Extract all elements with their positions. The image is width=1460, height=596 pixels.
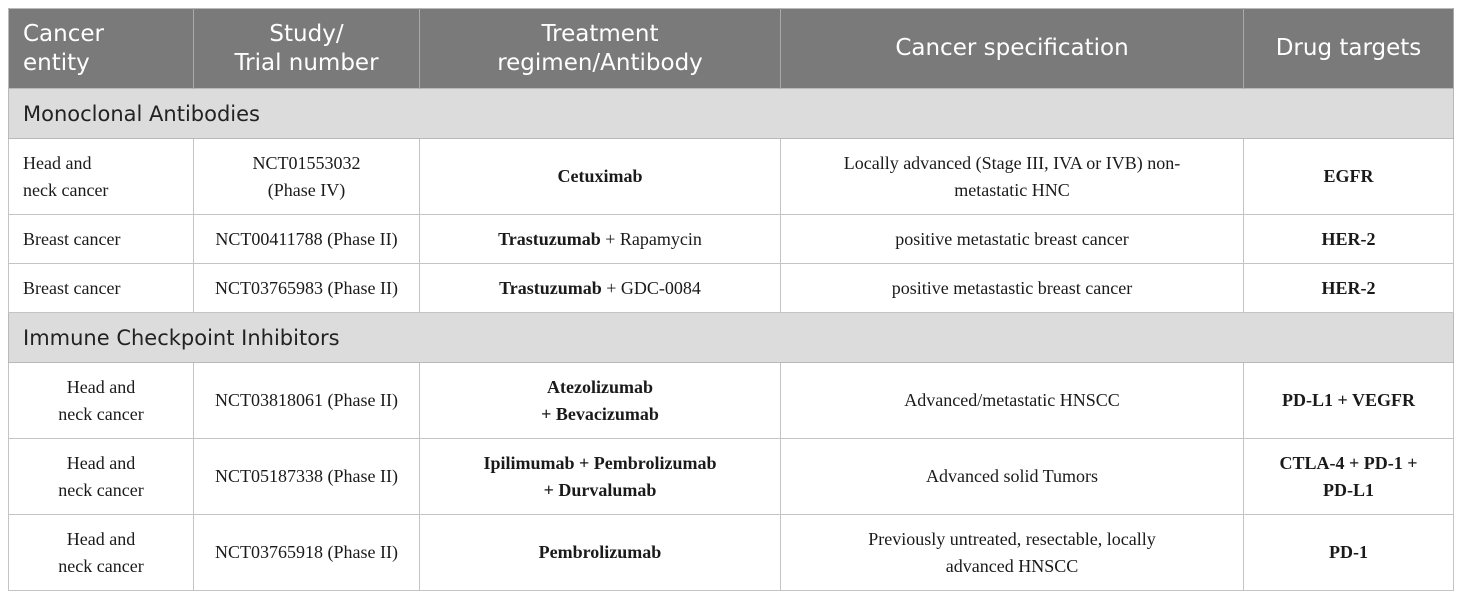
cancer-entity-cell: Head and neck cancer [8, 514, 194, 591]
header-treatment-regimen: Treatment regimen/Antibody [419, 8, 781, 89]
section-title: Immune Checkpoint Inhibitors [8, 312, 1454, 363]
table-row: Head and neck cancer NCT05187338 (Phase … [8, 438, 1454, 515]
study-cell: NCT03765918 (Phase II) [193, 514, 420, 591]
section-title: Monoclonal Antibodies [8, 88, 1454, 139]
study-cell: NCT03765983 (Phase II) [193, 263, 420, 313]
cancer-entity-cell: Breast cancer [8, 214, 194, 264]
study-cell: NCT05187338 (Phase II) [193, 438, 420, 515]
cancer-entity-cell: Head and neck cancer [8, 362, 194, 439]
section-row-immune-checkpoint-inhibitors: Immune Checkpoint Inhibitors [8, 312, 1454, 363]
specification-cell: Locally advanced (Stage III, IVA or IVB)… [780, 138, 1244, 215]
study-cell: NCT00411788 (Phase II) [193, 214, 420, 264]
header-row: Cancer entity Study/ Trial number Treatm… [8, 8, 1454, 89]
header-cancer-specification: Cancer specification [780, 8, 1244, 89]
cancer-entity-cell: Head and neck cancer [8, 438, 194, 515]
specification-cell: positive metastastic breast cancer [780, 263, 1244, 313]
drug-targets-cell: PD-1 [1243, 514, 1454, 591]
treatment-cell: Pembrolizumab [419, 514, 781, 591]
table-row: Head and neck cancer NCT03765918 (Phase … [8, 514, 1454, 591]
treatment-cell: Trastuzumab + GDC-0084 [419, 263, 781, 313]
table-row: Breast cancer NCT00411788 (Phase II) Tra… [8, 214, 1454, 264]
study-cell: NCT03818061 (Phase II) [193, 362, 420, 439]
treatment-cell: Ipilimumab + Pembrolizumab + Durvalumab [419, 438, 781, 515]
header-cancer-entity: Cancer entity [8, 8, 194, 89]
drug-targets-cell: PD-L1 + VEGFR [1243, 362, 1454, 439]
table-row: Head and neck cancer NCT01553032 (Phase … [8, 138, 1454, 215]
specification-cell: Advanced solid Tumors [780, 438, 1244, 515]
table-row: Breast cancer NCT03765983 (Phase II) Tra… [8, 263, 1454, 313]
header-drug-targets: Drug targets [1243, 8, 1454, 89]
drug-targets-cell: HER-2 [1243, 214, 1454, 264]
specification-cell: Advanced/metastatic HNSCC [780, 362, 1244, 439]
study-cell: NCT01553032 (Phase IV) [193, 138, 420, 215]
treatment-cell: Cetuximab [419, 138, 781, 215]
section-row-monoclonal-antibodies: Monoclonal Antibodies [8, 88, 1454, 139]
cancer-entity-cell: Breast cancer [8, 263, 194, 313]
clinical-trials-table: Cancer entity Study/ Trial number Treatm… [8, 8, 1454, 591]
treatment-cell: Atezolizumab + Bevacizumab [419, 362, 781, 439]
treatment-cell: Trastuzumab + Rapamycin [419, 214, 781, 264]
drug-targets-cell: CTLA-4 + PD-1 + PD-L1 [1243, 438, 1454, 515]
drug-targets-cell: EGFR [1243, 138, 1454, 215]
drug-targets-cell: HER-2 [1243, 263, 1454, 313]
specification-cell: positive metastatic breast cancer [780, 214, 1244, 264]
table-row: Head and neck cancer NCT03818061 (Phase … [8, 362, 1454, 439]
specification-cell: Previously untreated, resectable, locall… [780, 514, 1244, 591]
header-study-trial-number: Study/ Trial number [193, 8, 420, 89]
cancer-entity-cell: Head and neck cancer [8, 138, 194, 215]
